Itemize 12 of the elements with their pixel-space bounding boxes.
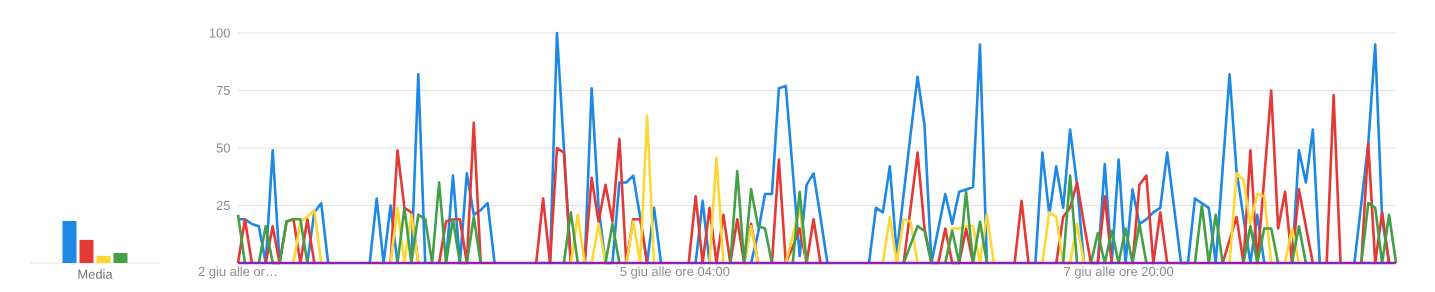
bar — [79, 239, 94, 263]
x-tick-label: 2 giu alle or… — [198, 266, 277, 279]
bar — [113, 252, 128, 263]
x-tick-label: 5 giu alle ore 04:00 — [620, 266, 730, 279]
y-tick-label: 25 — [216, 200, 230, 211]
y-tick-label: 100 — [209, 28, 230, 38]
x-axis-title: Media — [78, 269, 113, 279]
y-tick-label: 75 — [216, 85, 230, 96]
y-tick-label: 50 — [216, 143, 230, 153]
x-tick-label: 7 giu alle ore 20:00 — [1064, 266, 1174, 279]
bar — [62, 221, 77, 263]
bar — [96, 255, 111, 263]
